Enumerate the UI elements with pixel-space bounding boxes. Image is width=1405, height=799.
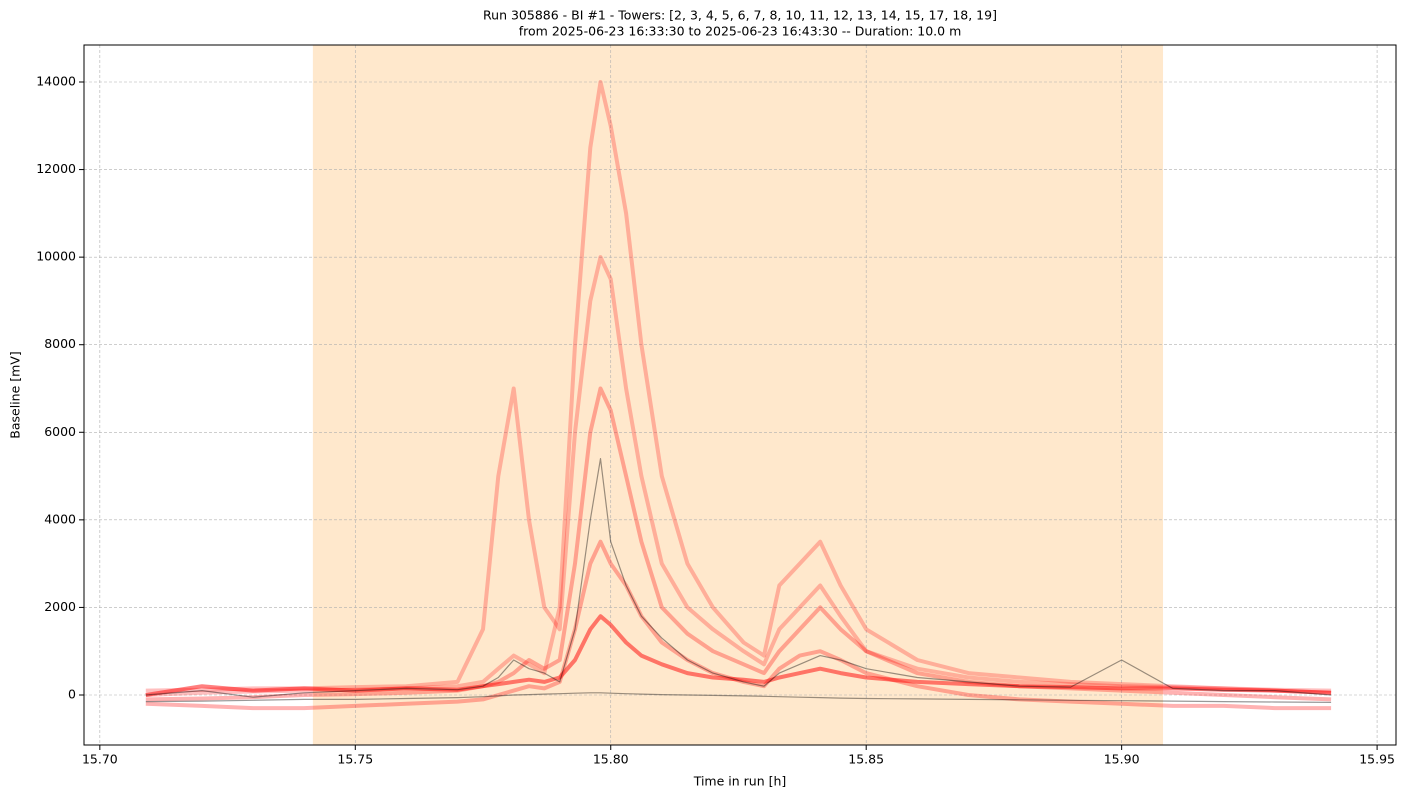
y-axis-label: Baseline [mV]: [8, 351, 23, 438]
y-tick-label: 0: [68, 686, 76, 701]
x-tick-label: 15.70: [82, 752, 118, 767]
x-tick-label: 15.90: [1104, 752, 1140, 767]
y-tick-label: 12000: [36, 161, 76, 176]
series-line: [145, 255, 1332, 693]
series-line: [145, 539, 1332, 711]
x-tick-label: 15.75: [337, 752, 373, 767]
y-tick-label: 8000: [44, 336, 76, 351]
series-line: [145, 80, 1332, 697]
x-tick-label: 15.85: [848, 752, 884, 767]
series-line: [145, 692, 1332, 703]
chart-subtitle: from 2025-06-23 16:33:30 to 2025-06-23 1…: [519, 24, 962, 39]
y-tick-label: 6000: [44, 424, 76, 439]
x-axis-label: Time in run [h]: [693, 774, 787, 789]
shaded-span: [312, 45, 1164, 745]
x-tick-label: 15.95: [1359, 752, 1395, 767]
y-tick-label: 4000: [44, 511, 76, 526]
plot-frame: [83, 44, 1397, 746]
x-tick-label: 15.80: [593, 752, 629, 767]
y-tick-label: 14000: [36, 73, 76, 88]
series-line: [145, 458, 1332, 698]
y-tick-label: 2000: [44, 599, 76, 614]
series-line: [145, 614, 1332, 697]
chart-title: Run 305886 - BI #1 - Towers: [2, 3, 4, 5…: [483, 8, 997, 23]
y-tick-label: 10000: [36, 249, 76, 264]
